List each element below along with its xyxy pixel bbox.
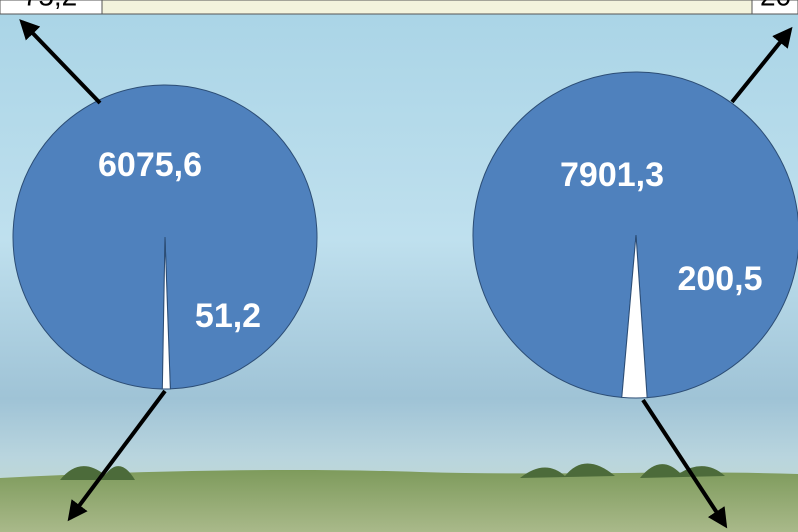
trees — [60, 463, 725, 480]
header-cell-text: 20 — [760, 0, 791, 11]
data-label: 6075,6 — [98, 146, 202, 184]
arrows — [19, 19, 793, 529]
pie-slice — [621, 234, 648, 399]
arrow — [19, 19, 102, 105]
pie-slice — [472, 71, 798, 399]
header-cell — [751, 0, 798, 15]
pie-slice — [161, 236, 171, 390]
arrow — [67, 389, 167, 522]
data-label: 7901,3 — [560, 156, 664, 194]
data-label: 200,5 — [677, 260, 762, 298]
data-label: 51,2 — [195, 297, 261, 335]
arrow — [641, 398, 728, 529]
arrow — [730, 26, 793, 104]
header-row — [0, 0, 798, 15]
header-cell-text: 75,2 — [23, 0, 78, 11]
header-cell — [0, 0, 103, 15]
ground — [0, 470, 798, 532]
header-strip: 75,2 20 — [0, 0, 798, 15]
